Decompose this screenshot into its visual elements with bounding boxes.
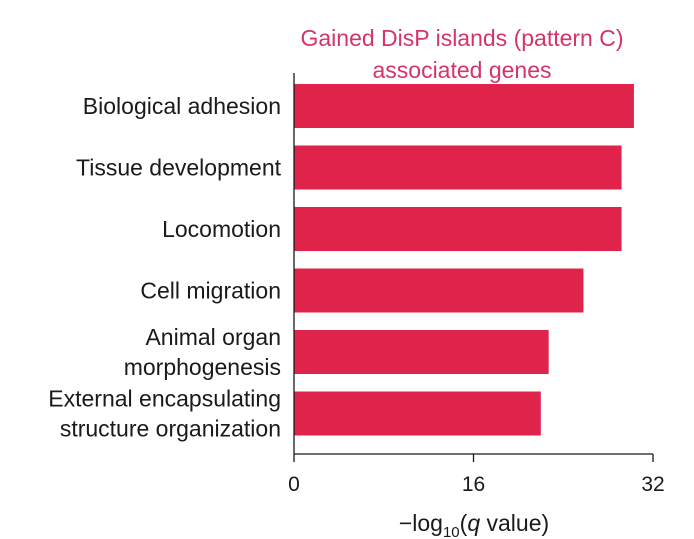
- x-axis-label-rest: value): [480, 510, 549, 536]
- x-axis-label-open: (: [460, 510, 468, 536]
- category-label-2: Tissue development: [76, 155, 282, 181]
- category-label-3: Locomotion: [162, 216, 281, 242]
- category-labels: Biological adhesion Tissue development Loc…: [48, 93, 281, 442]
- bar-2: [294, 145, 622, 190]
- category-label-2-line-1: Tissue development: [76, 155, 282, 181]
- category-label-1-line-1: Biological adhesion: [83, 93, 281, 119]
- chart-title-line-2: associated genes: [372, 57, 551, 83]
- category-label-5-line-2: morphogenesis: [124, 354, 281, 380]
- category-label-6-line-2: structure organization: [60, 416, 281, 442]
- x-axis-label-subscript: 10: [443, 524, 460, 539]
- x-axis-label: −log10(q value): [399, 510, 549, 539]
- x-axis-label-prefix: −log: [399, 510, 443, 536]
- bar-6: [294, 391, 541, 436]
- bar-1: [294, 84, 634, 128]
- category-label-5: Animal organ morphogenesis: [124, 324, 281, 380]
- x-axis-label-q: q: [467, 510, 480, 536]
- x-ticks: 0 16 32: [288, 454, 665, 496]
- category-label-3-line-1: Locomotion: [162, 216, 281, 242]
- bar-5: [294, 330, 549, 374]
- category-label-6: External encapsulating structure organiza…: [48, 386, 281, 442]
- bar-3: [294, 207, 622, 251]
- category-label-5-line-1: Animal organ: [145, 324, 281, 350]
- x-tick-label-1: 0: [288, 473, 300, 496]
- chart-title: Gained DisP islands (pattern C) associat…: [301, 25, 624, 83]
- bar-4: [294, 268, 584, 313]
- category-label-4: Cell migration: [140, 278, 281, 304]
- category-label-1: Biological adhesion: [83, 93, 281, 119]
- category-label-4-line-1: Cell migration: [140, 278, 281, 304]
- category-label-6-line-1: External encapsulating: [48, 386, 281, 412]
- chart-title-line-1: Gained DisP islands (pattern C): [301, 25, 624, 51]
- x-tick-label-3: 32: [641, 473, 664, 496]
- x-tick-label-2: 16: [462, 473, 485, 496]
- bars-group: [294, 84, 634, 436]
